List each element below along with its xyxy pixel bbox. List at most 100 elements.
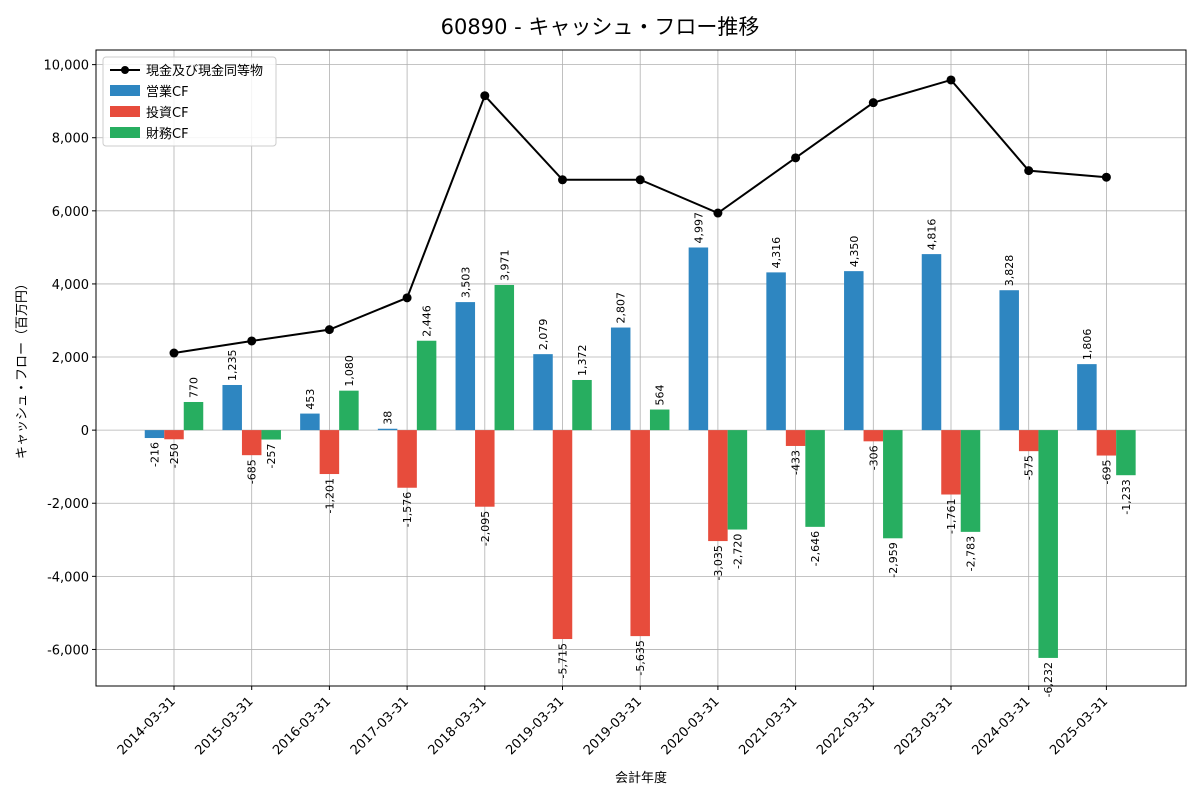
cash-point: [247, 336, 257, 346]
bar: [339, 390, 359, 431]
legend-line-marker: [121, 66, 129, 74]
bar-data-label: 2,446: [421, 305, 434, 337]
line-layer: [169, 75, 1111, 358]
bar-data-label: 564: [654, 385, 667, 406]
cash-point: [480, 91, 490, 101]
bar-data-label: -2,783: [965, 536, 978, 571]
bar-data-label: 3,971: [498, 249, 511, 281]
bar: [416, 340, 437, 431]
legend-swatch-operating: [110, 85, 140, 96]
bar: [999, 290, 1019, 431]
cash-point: [635, 175, 645, 185]
legend-label-investing: 投資CF: [146, 105, 189, 121]
x-axis-label: 会計年度: [615, 770, 667, 786]
y-axis-label: キャッシュ・フロー（百万円）: [15, 277, 30, 459]
x-tick-label: 2025-03-31: [1047, 694, 1111, 758]
bar: [649, 409, 670, 431]
bar: [785, 430, 806, 446]
y-tick-label: -6,000: [47, 643, 89, 658]
bar-data-label: 38: [382, 411, 395, 425]
bar-data-label: -2,646: [809, 531, 822, 566]
bar-data-label: 1,080: [343, 355, 356, 387]
bar-data-label: -6,232: [1042, 662, 1055, 697]
bar-data-label: 2,807: [615, 292, 628, 324]
y-tick-label: 2,000: [52, 351, 89, 366]
x-tick-label: 2014-03-31: [115, 694, 179, 758]
bar: [1116, 430, 1136, 476]
bar: [222, 384, 242, 431]
bar: [572, 379, 592, 431]
bar-data-label: -2,959: [887, 542, 900, 577]
legend-box: [102, 56, 277, 147]
y-tick-label: 6,000: [52, 205, 89, 220]
bar-data-label: 770: [188, 377, 201, 398]
bar-data-label: 4,350: [848, 236, 861, 268]
bar-data-label: 453: [304, 389, 317, 410]
bar: [610, 327, 631, 431]
bar-data-label: 1,806: [1081, 329, 1094, 361]
legend: 現金及び現金同等物 営業CF 投資CF 財務CF: [102, 56, 277, 147]
bar-data-label: 1,235: [226, 349, 239, 381]
bar: [844, 271, 864, 431]
bar: [863, 430, 884, 442]
bar-data-label: 3,503: [459, 267, 472, 299]
cash-point: [169, 348, 179, 358]
x-tick-label: 2024-03-31: [969, 694, 1033, 758]
bar: [494, 284, 515, 431]
bar: [921, 254, 942, 431]
chart-title: 60890 - キャッシュ・フロー推移: [441, 15, 760, 39]
bar-data-label: -685: [246, 459, 259, 484]
bar: [397, 430, 417, 488]
bar-data-label: 4,316: [770, 237, 783, 269]
bar: [455, 302, 476, 431]
bar: [183, 401, 204, 431]
bar-data-label: 2,079: [537, 319, 550, 351]
bar-data-label: -1,201: [323, 478, 336, 513]
grid-layer: [96, 50, 1186, 686]
cash-point: [1024, 166, 1034, 176]
bar-data-label: -250: [168, 443, 181, 468]
x-tick-label: 2019-03-31: [503, 694, 567, 758]
cash-point: [324, 325, 334, 335]
y-tick-label: 4,000: [52, 278, 89, 293]
bar: [960, 430, 981, 532]
bar: [319, 430, 340, 475]
bar: [1018, 430, 1039, 452]
cash-point: [791, 153, 801, 163]
cash-point: [558, 175, 567, 185]
bar: [164, 430, 184, 440]
bar-data-label: 4,816: [926, 219, 939, 251]
cash-point: [1101, 172, 1111, 182]
bar-data-label: -575: [1023, 455, 1036, 480]
bar: [727, 430, 748, 530]
cash-point: [946, 75, 956, 85]
bar: [533, 354, 553, 431]
bar-data-label: -216: [149, 442, 162, 467]
x-tick-label: 2021-03-31: [736, 694, 800, 758]
bar: [883, 430, 903, 539]
x-tick-label: 2018-03-31: [426, 694, 490, 758]
bar-data-label: -433: [790, 450, 803, 475]
bar-data-label: 1,372: [576, 344, 589, 376]
legend-swatch-financing: [110, 127, 140, 138]
bar: [144, 430, 165, 439]
y-tick-label: 0: [81, 424, 89, 439]
bar: [300, 413, 320, 431]
cash-point: [402, 293, 412, 303]
bar: [377, 428, 398, 431]
bar-data-label: -695: [1100, 460, 1113, 485]
x-tick-label: 2016-03-31: [270, 694, 334, 758]
x-tick-label: 2020-03-31: [659, 694, 723, 758]
bar: [1077, 364, 1097, 431]
bar-data-label: -1,761: [945, 499, 958, 534]
bar: [1038, 430, 1058, 658]
y-tick-label: 8,000: [52, 132, 89, 147]
bar-data-label: -2,095: [479, 511, 492, 546]
bar-data-label: -2,720: [731, 534, 744, 569]
bar: [805, 430, 825, 527]
bar: [941, 430, 961, 495]
bar-data-label: 4,997: [692, 212, 705, 244]
bar: [552, 430, 573, 640]
cash-point: [868, 98, 878, 108]
